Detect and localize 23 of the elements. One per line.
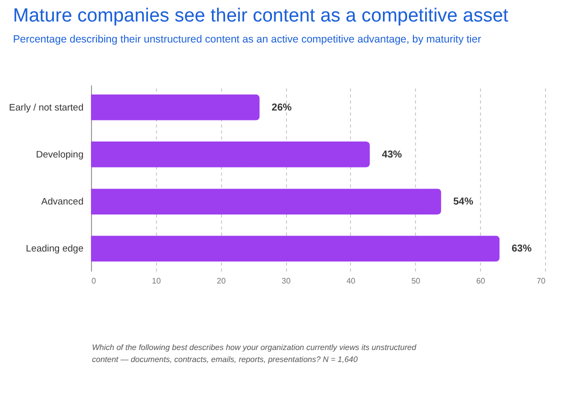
y-tick-label: Developing [36, 149, 84, 160]
x-tick-label: 0 [92, 276, 96, 286]
bar [91, 188, 442, 214]
y-tick-label: Advanced [41, 196, 84, 208]
x-tick-label: 30 [282, 276, 292, 286]
data-label: 54% [453, 196, 474, 208]
chart-title: Mature companies see their content as a competitive asset [13, 6, 510, 26]
chart-subtitle: Percentage describing their unstructured content as an active competitive advantage, by maturity tier [13, 34, 482, 46]
x-tick-label: 70 [536, 276, 546, 286]
y-tick-label: Leading edge [26, 244, 84, 255]
data-label: 63% [512, 244, 532, 255]
y-tick-label: Early / not started [9, 102, 84, 114]
x-tick-label: 50 [411, 276, 421, 286]
bar [91, 94, 260, 120]
bar [91, 236, 500, 262]
x-tick-label: 40 [346, 276, 356, 286]
text: Which of the following best describes how your organization currently views its unstructured content — documents, contracts, emails, reports, presentations? N = 1,640 [92, 342, 418, 366]
bar [91, 142, 370, 168]
data-label: 43% [382, 149, 402, 160]
x-tick-label: 10 [152, 276, 162, 286]
data-label: 26% [272, 102, 292, 114]
x-tick-label: 60 [476, 276, 486, 286]
x-tick-label: 20 [216, 276, 226, 286]
